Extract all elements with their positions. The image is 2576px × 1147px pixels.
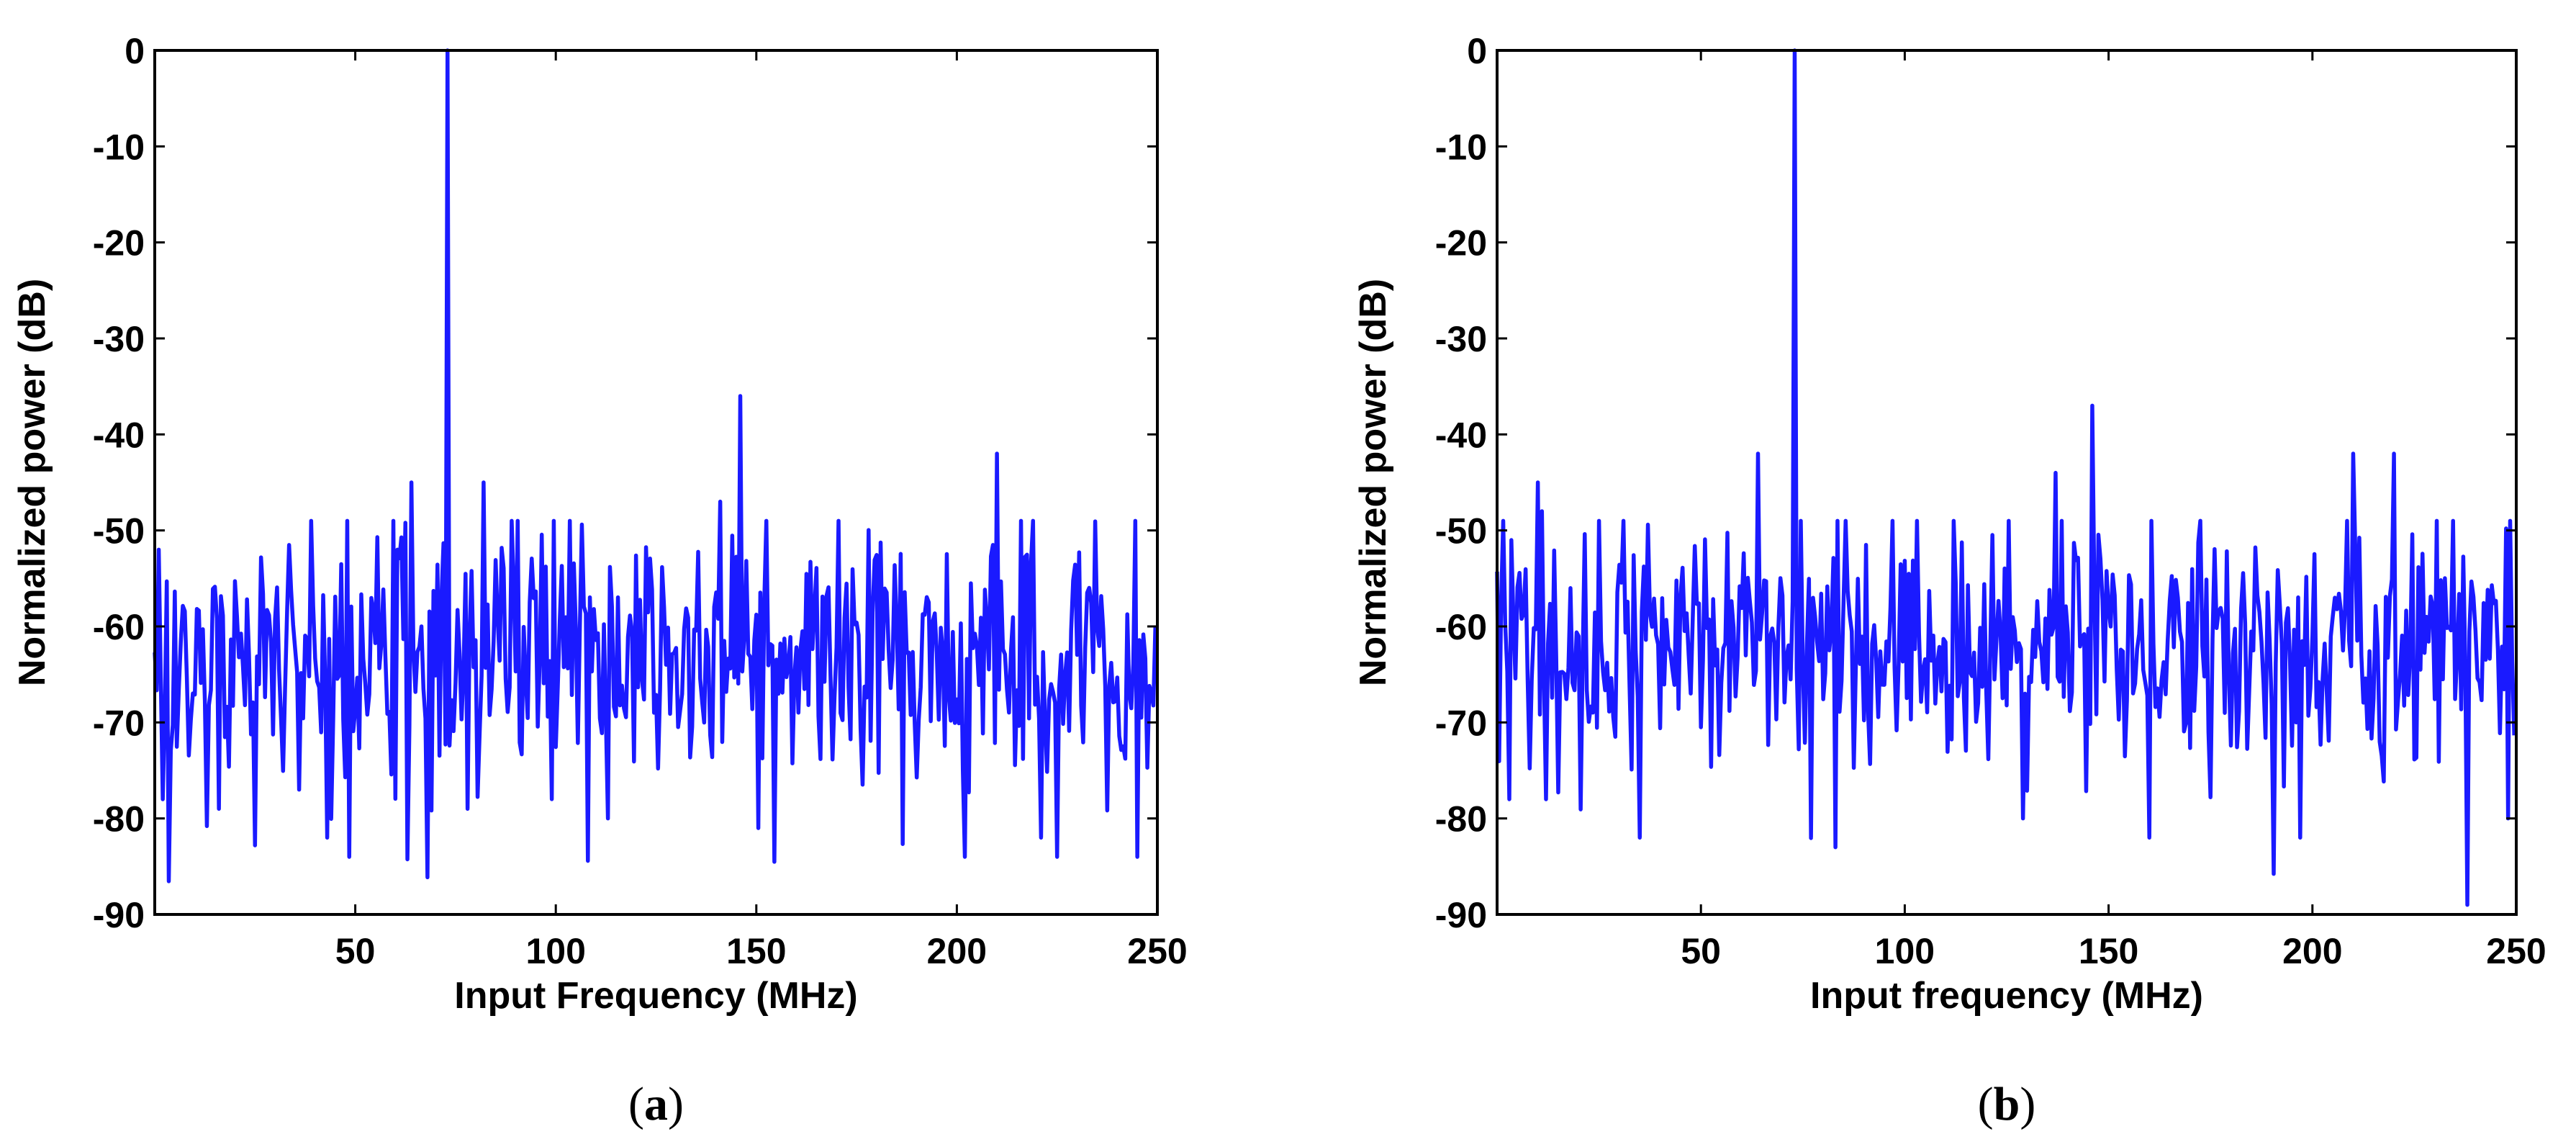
- panel-label: (b): [1978, 1078, 2036, 1130]
- chart-panel-b: 0 -10 -20 -30 -40 -50 -60 -70 -80 -90 50 100 150 200 2…: [1352, 31, 2546, 1130]
- y-tick-label: -60: [93, 607, 145, 647]
- y-axis-title: Normalized power (dB): [1352, 279, 1394, 686]
- y-tick-label: -10: [93, 127, 145, 167]
- chart-panel-a: 0 -10 -20 -30 -40 -50 -60 -70 -80 -90 50 100 150 200 2…: [12, 31, 1188, 1130]
- x-tick-label: 100: [1875, 931, 1935, 971]
- y-tick-label: -60: [1435, 607, 1487, 647]
- y-tick-label: -50: [1435, 511, 1487, 552]
- y-tick-label: -50: [93, 511, 145, 552]
- y-tick-label: 0: [125, 31, 145, 71]
- x-tick-label: 100: [525, 931, 585, 971]
- y-tick-label: -40: [1435, 415, 1487, 455]
- y-tick-label: -70: [1435, 703, 1487, 743]
- y-tick-label: -90: [93, 895, 145, 935]
- spectrum-line: [1495, 48, 2516, 907]
- y-tick-label: -90: [1435, 895, 1487, 935]
- y-tick-label: -40: [93, 415, 145, 455]
- x-tick-label: 200: [2282, 931, 2342, 971]
- panel-label: (a): [628, 1078, 684, 1130]
- x-tick-label: 50: [335, 931, 376, 971]
- x-axis-title: Input Frequency (MHz): [454, 975, 857, 1017]
- y-tick-label: -70: [93, 703, 145, 743]
- x-tick-label: 250: [1127, 931, 1187, 971]
- y-tick-label: 0: [1467, 31, 1487, 71]
- y-tick-label: -80: [1435, 799, 1487, 840]
- x-tick-label: 50: [1681, 931, 1721, 971]
- spectrum-line: [153, 48, 1157, 883]
- y-tick-label: -80: [93, 799, 145, 840]
- y-tick-label: -10: [1435, 127, 1487, 167]
- x-tick-label: 200: [927, 931, 987, 971]
- y-tick-label: -20: [93, 223, 145, 264]
- plot-frame: [1496, 49, 2518, 916]
- y-axis-title: Normalized power (dB): [12, 279, 53, 686]
- x-axis-title: Input frequency (MHz): [1810, 975, 2203, 1017]
- y-tick-label: -30: [1435, 319, 1487, 359]
- y-tick-label: -20: [1435, 223, 1487, 264]
- plot-frame: [153, 49, 1159, 916]
- y-tick-label: -30: [93, 319, 145, 359]
- x-tick-label: 250: [2486, 931, 2546, 971]
- x-tick-label: 150: [2079, 931, 2138, 971]
- x-tick-label: 150: [726, 931, 786, 971]
